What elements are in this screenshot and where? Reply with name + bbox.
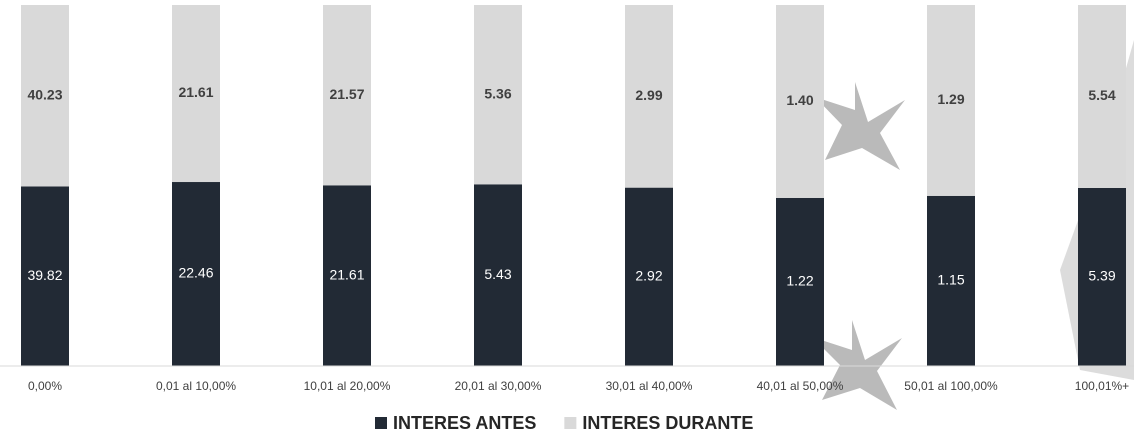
bar-segment xyxy=(172,5,220,183)
bar-segment xyxy=(323,185,371,366)
value-label: 1.29 xyxy=(937,91,964,107)
x-tick-label: 100,01%+ xyxy=(1075,379,1129,393)
bar-segment xyxy=(1078,5,1126,188)
value-label: 22.46 xyxy=(178,265,213,281)
value-label: 1.22 xyxy=(786,273,813,289)
bar-segment xyxy=(474,184,522,366)
value-label: 40.23 xyxy=(27,86,62,102)
bar-segment xyxy=(1078,187,1126,366)
value-label: 39.82 xyxy=(27,267,62,283)
legend-label: INTERES DURANTE xyxy=(582,413,753,433)
bar-segment xyxy=(172,182,220,366)
value-label: 2.99 xyxy=(635,87,662,103)
bar-segment xyxy=(323,5,371,186)
value-label: 1.15 xyxy=(937,272,964,288)
bar-segment xyxy=(776,5,824,198)
value-label: 1.40 xyxy=(786,92,813,108)
value-label: 5.39 xyxy=(1088,268,1115,284)
legend-swatch xyxy=(375,417,387,429)
x-tick-label: 20,01 al 30,00% xyxy=(455,379,542,393)
value-label: 5.54 xyxy=(1088,87,1115,103)
legend-swatch xyxy=(564,417,577,429)
bar-segment xyxy=(625,187,673,366)
value-label: 21.61 xyxy=(329,266,364,282)
x-tick-label: 0,00% xyxy=(28,379,62,393)
value-label: 5.43 xyxy=(484,266,511,282)
value-label: 5.36 xyxy=(484,85,511,101)
x-tick-label: 0,01 al 10,00% xyxy=(156,379,236,393)
bar-segment xyxy=(927,5,975,196)
x-tick-label: 40,01 al 50,00% xyxy=(757,379,844,393)
bar-segment xyxy=(776,197,824,366)
x-tick-label: 50,01 al 100,00% xyxy=(904,379,998,393)
legend-label: INTERES ANTES xyxy=(393,413,536,433)
bar-segment xyxy=(21,5,69,187)
bar-segment xyxy=(625,5,673,188)
x-tick-label: 10,01 al 20,00% xyxy=(304,379,391,393)
value-label: 2.92 xyxy=(635,268,662,284)
bar-segment xyxy=(21,186,69,366)
bar-segment xyxy=(474,5,522,185)
x-tick-label: 30,01 al 40,00% xyxy=(606,379,693,393)
bar-segment xyxy=(927,195,975,366)
value-label: 21.61 xyxy=(178,84,213,100)
value-label: 21.57 xyxy=(329,86,364,102)
